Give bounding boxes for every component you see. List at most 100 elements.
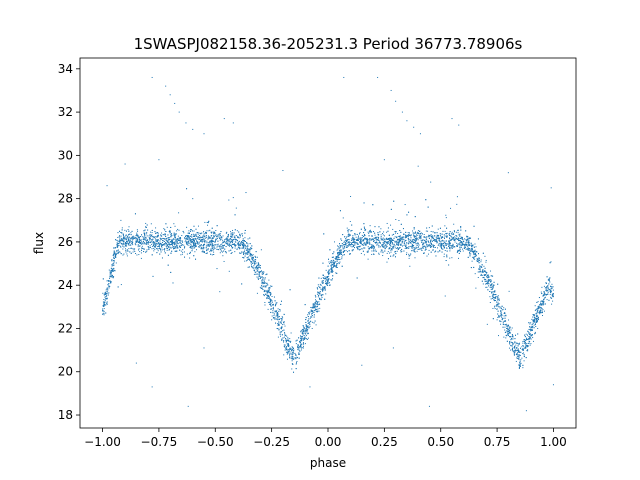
data-point	[342, 246, 344, 248]
data-point	[238, 236, 240, 238]
data-point	[487, 281, 489, 283]
data-point	[269, 302, 271, 304]
data-point	[425, 236, 427, 238]
data-point	[253, 261, 255, 263]
data-point	[533, 319, 535, 321]
data-point	[134, 251, 136, 253]
data-point	[377, 243, 379, 245]
data-point	[296, 356, 298, 358]
data-point	[535, 325, 537, 327]
data-point	[335, 272, 337, 274]
data-point	[500, 316, 502, 318]
data-point	[226, 231, 228, 233]
data-point	[419, 236, 421, 238]
data-point	[450, 239, 451, 241]
data-point	[392, 239, 394, 241]
data-point	[305, 333, 307, 335]
data-point	[482, 283, 484, 285]
data-point	[240, 242, 242, 244]
data-point	[437, 235, 439, 237]
data-point	[290, 353, 292, 355]
data-point	[473, 254, 475, 256]
data-point	[468, 244, 470, 246]
data-point	[373, 247, 375, 249]
data-point	[354, 242, 356, 244]
data-point	[534, 317, 536, 319]
data-point	[416, 234, 418, 236]
data-point	[525, 346, 527, 348]
data-point	[373, 239, 375, 241]
data-point	[250, 247, 252, 249]
data-point	[114, 251, 116, 253]
data-point	[484, 279, 486, 281]
data-point	[142, 238, 144, 240]
data-point	[408, 247, 410, 249]
data-point	[261, 281, 263, 283]
data-point	[378, 239, 380, 241]
data-point	[157, 242, 159, 244]
data-point	[109, 275, 111, 277]
data-point	[403, 239, 405, 241]
data-point	[172, 282, 174, 284]
data-point	[370, 247, 372, 249]
data-point	[201, 241, 203, 243]
data-point	[225, 238, 227, 240]
data-point	[428, 234, 430, 236]
data-point	[339, 258, 341, 260]
data-point	[242, 251, 244, 253]
data-point	[130, 238, 132, 240]
data-point	[247, 243, 249, 245]
data-point	[232, 197, 234, 199]
data-point	[351, 246, 353, 248]
data-point	[139, 251, 141, 253]
data-point	[113, 253, 115, 255]
data-point	[478, 268, 480, 270]
data-point	[307, 337, 309, 339]
data-point	[112, 275, 113, 277]
data-point	[538, 297, 540, 299]
data-point	[459, 238, 461, 240]
data-point	[123, 253, 125, 255]
data-point	[141, 245, 143, 247]
data-point	[330, 264, 332, 266]
data-point	[548, 278, 550, 280]
data-point	[521, 348, 523, 350]
data-point	[391, 243, 393, 245]
data-point	[257, 267, 259, 269]
data-point	[151, 234, 153, 236]
data-point	[144, 243, 146, 245]
data-point	[398, 244, 400, 246]
data-point	[299, 346, 301, 348]
data-point	[382, 245, 384, 247]
data-point	[119, 242, 121, 244]
data-point	[255, 268, 257, 270]
data-point	[430, 240, 432, 242]
data-point	[128, 236, 130, 238]
data-point	[417, 248, 419, 250]
data-point	[408, 257, 410, 259]
data-point	[377, 234, 379, 236]
data-point	[335, 265, 337, 267]
data-point	[174, 245, 176, 247]
data-point	[285, 334, 287, 336]
data-point	[326, 278, 328, 280]
data-point	[348, 245, 350, 247]
data-point	[531, 325, 533, 327]
data-point	[443, 237, 445, 239]
data-point	[356, 277, 358, 279]
data-point	[205, 234, 207, 236]
data-point	[500, 310, 502, 312]
data-point	[262, 271, 264, 273]
data-point	[188, 237, 190, 239]
data-point	[508, 331, 510, 333]
data-point	[412, 249, 414, 251]
data-point	[239, 233, 241, 235]
data-point	[508, 319, 510, 321]
data-point	[174, 236, 176, 238]
data-point	[419, 230, 421, 232]
data-point	[258, 273, 260, 275]
data-point	[540, 291, 542, 293]
data-point	[309, 311, 311, 313]
data-point	[346, 227, 348, 229]
data-point	[182, 251, 184, 253]
